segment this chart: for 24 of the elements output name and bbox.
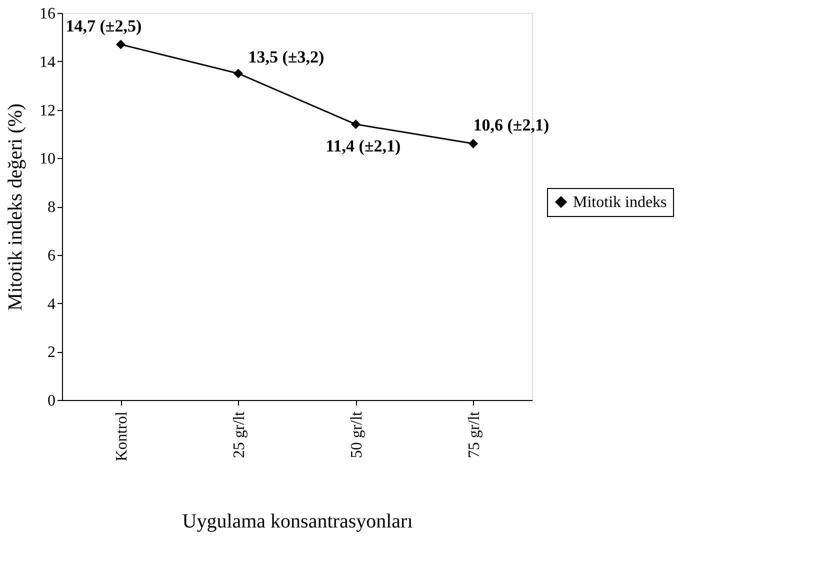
legend-label: Mitotik indeks [573, 194, 667, 211]
data-label: 11,4 (±2,1) [326, 136, 401, 156]
y-axis-title: Mitotik indeks değeri (%) [4, 103, 26, 311]
x-tick-label: 25 gr/lt [230, 410, 248, 458]
x-tick-label: 50 gr/lt [348, 410, 366, 458]
y-tick-label: 8 [48, 199, 56, 216]
x-axis-title: Uygulama konsantrasyonları [182, 510, 414, 532]
data-label: 10,6 (±2,1) [473, 116, 550, 135]
point [468, 138, 478, 148]
x-tick-label: 75 gr/lt [466, 410, 483, 458]
y-tick-label: 0 [48, 392, 56, 410]
y-tick-label: 6 [48, 247, 56, 264]
point [234, 68, 243, 78]
y-tick-label: 12 [40, 102, 56, 120]
data-label: 14,7 (±2,5) [66, 16, 142, 36]
data-label: 13,5 (±3,2) [248, 47, 324, 66]
y-tick-label: 14 [40, 54, 56, 71]
x-tick-label: Kontrol [113, 410, 130, 462]
point [351, 120, 360, 130]
y-tick-label: 16 [40, 6, 56, 22]
y-tick-label: 2 [48, 344, 56, 362]
y-tick-label: 10 [40, 150, 56, 168]
y-tick-label: 4 [48, 296, 56, 313]
point [116, 40, 126, 50]
